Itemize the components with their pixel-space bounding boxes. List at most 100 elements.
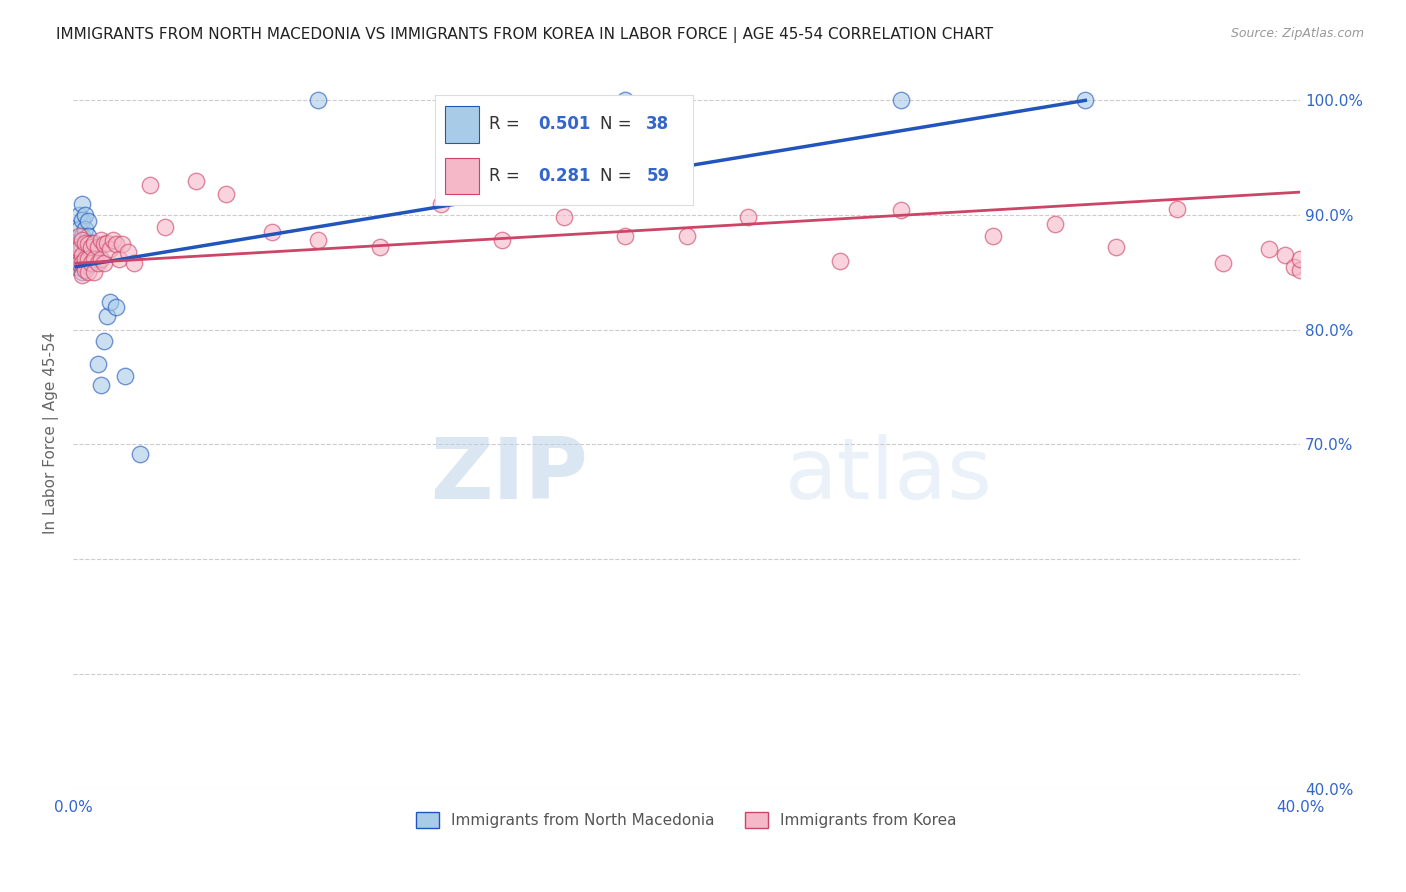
Point xyxy=(77,214,100,228)
Point xyxy=(65,231,87,245)
Point xyxy=(75,252,97,266)
Point xyxy=(1166,202,1188,217)
Point xyxy=(90,233,112,247)
Point xyxy=(828,254,851,268)
Point xyxy=(83,265,105,279)
Point xyxy=(890,203,912,218)
Point xyxy=(70,265,93,279)
Point xyxy=(104,236,127,251)
Point xyxy=(368,240,391,254)
Point xyxy=(98,243,121,257)
Point xyxy=(70,248,93,262)
Point xyxy=(215,187,238,202)
Point xyxy=(307,94,329,108)
Point xyxy=(93,236,115,251)
Point xyxy=(262,225,284,239)
Point xyxy=(75,235,97,250)
Point xyxy=(553,211,575,225)
Point xyxy=(98,295,121,310)
Point xyxy=(80,252,103,266)
Point xyxy=(1274,248,1296,262)
Point xyxy=(1105,240,1128,254)
Point xyxy=(96,235,118,250)
Point xyxy=(70,212,93,227)
Point xyxy=(90,377,112,392)
Point xyxy=(83,244,105,259)
Point xyxy=(75,208,97,222)
Point xyxy=(70,228,93,243)
Point xyxy=(77,243,100,257)
Point xyxy=(117,244,139,259)
Point xyxy=(1258,243,1281,257)
Point xyxy=(1074,94,1097,108)
Point xyxy=(67,235,90,250)
Point xyxy=(67,243,90,257)
Point xyxy=(96,309,118,323)
Point xyxy=(104,300,127,314)
Point xyxy=(93,334,115,349)
Point xyxy=(1043,217,1066,231)
Point xyxy=(67,256,90,270)
Point xyxy=(184,174,207,188)
Point xyxy=(70,196,93,211)
Point xyxy=(111,236,134,251)
Point xyxy=(75,236,97,251)
Point xyxy=(77,265,100,279)
Y-axis label: In Labor Force | Age 45-54: In Labor Force | Age 45-54 xyxy=(44,332,59,534)
Point xyxy=(491,233,513,247)
Point xyxy=(129,447,152,461)
Point xyxy=(65,252,87,266)
Point xyxy=(65,240,87,254)
Point xyxy=(1289,252,1312,266)
Point xyxy=(1289,263,1312,277)
Point xyxy=(65,252,87,266)
Point xyxy=(70,233,93,247)
Point xyxy=(153,219,176,234)
Point xyxy=(675,228,697,243)
Point xyxy=(67,222,90,236)
Point xyxy=(67,256,90,270)
Point xyxy=(890,94,912,108)
Point xyxy=(86,357,108,371)
Point xyxy=(65,240,87,254)
Point xyxy=(70,252,93,266)
Point xyxy=(75,252,97,266)
Point xyxy=(67,228,90,243)
Point xyxy=(75,222,97,236)
Point xyxy=(65,260,87,274)
Legend: Immigrants from North Macedonia, Immigrants from Korea: Immigrants from North Macedonia, Immigra… xyxy=(411,806,963,834)
Point xyxy=(86,240,108,254)
Point xyxy=(77,252,100,266)
Point xyxy=(80,235,103,250)
Text: IMMIGRANTS FROM NORTH MACEDONIA VS IMMIGRANTS FROM KOREA IN LABOR FORCE | AGE 45: IMMIGRANTS FROM NORTH MACEDONIA VS IMMIG… xyxy=(56,27,994,43)
Point xyxy=(90,252,112,266)
Point xyxy=(67,244,90,259)
Text: ZIP: ZIP xyxy=(430,434,588,517)
Point xyxy=(614,228,637,243)
Point xyxy=(80,240,103,254)
Point xyxy=(101,233,124,247)
Point xyxy=(77,236,100,251)
Point xyxy=(114,368,136,383)
Point xyxy=(430,196,453,211)
Point xyxy=(614,94,637,108)
Point xyxy=(83,252,105,266)
Point xyxy=(108,252,131,266)
Text: Source: ZipAtlas.com: Source: ZipAtlas.com xyxy=(1230,27,1364,40)
Point xyxy=(70,256,93,270)
Point xyxy=(981,228,1004,243)
Point xyxy=(70,268,93,282)
Point xyxy=(70,240,93,254)
Text: atlas: atlas xyxy=(785,434,993,517)
Point xyxy=(75,263,97,277)
Point xyxy=(124,256,146,270)
Point xyxy=(77,228,100,243)
Point xyxy=(93,256,115,270)
Point xyxy=(77,259,100,273)
Point xyxy=(67,208,90,222)
Point xyxy=(1282,260,1305,274)
Point xyxy=(86,256,108,270)
Point xyxy=(737,211,759,225)
Point xyxy=(83,235,105,250)
Point xyxy=(307,233,329,247)
